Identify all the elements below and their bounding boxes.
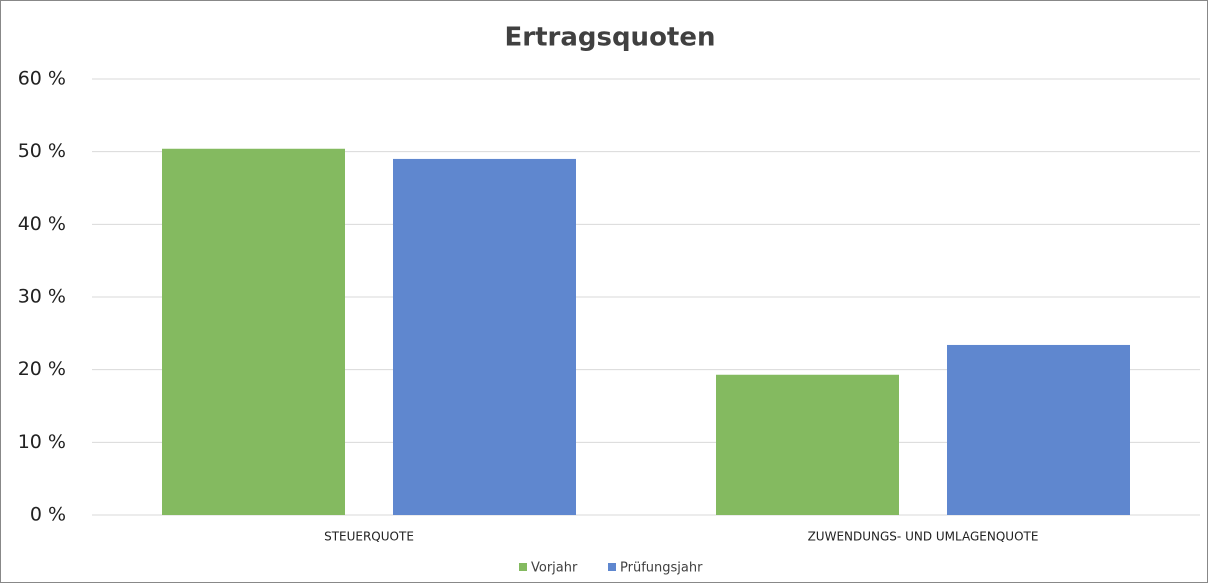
y-tick-label: 60 % — [18, 68, 66, 90]
bar — [393, 158, 576, 515]
y-tick-label: 20 % — [18, 358, 66, 380]
legend-label: Prüfungsjahr — [620, 561, 703, 576]
y-tick-label: 10 % — [18, 431, 66, 453]
bar — [162, 148, 345, 515]
y-tick-label: 30 % — [18, 286, 66, 308]
legend-swatch — [608, 563, 616, 571]
x-tick-label: STEUERQUOTE — [324, 530, 414, 544]
y-tick-label: 40 % — [18, 213, 66, 235]
bar — [716, 374, 899, 515]
bar — [947, 344, 1130, 515]
x-tick-label: ZUWENDUNGS- UND UMLAGENQUOTE — [808, 530, 1039, 544]
y-tick-label: 50 % — [18, 140, 66, 162]
y-tick-label: 0 % — [30, 504, 66, 526]
chart-title: Ertragsquoten — [504, 23, 715, 53]
legend-swatch — [519, 563, 527, 571]
legend-label: Vorjahr — [531, 561, 578, 576]
